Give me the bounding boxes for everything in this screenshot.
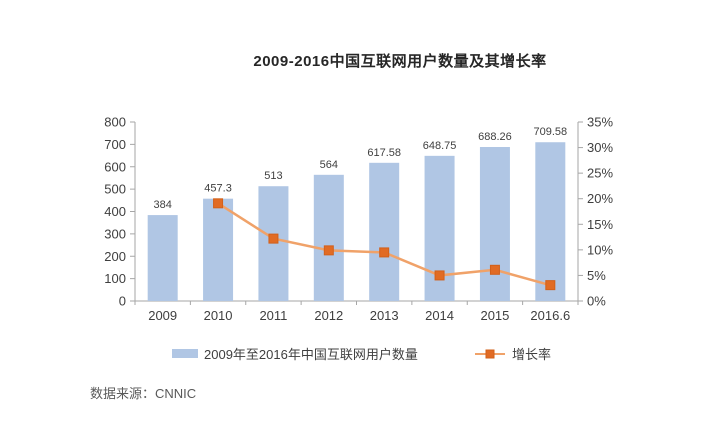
growth-rate-marker-2014 xyxy=(434,270,445,281)
bar-2010 xyxy=(203,198,234,301)
x-axis-category-label: 2016.6 xyxy=(530,308,570,323)
left-axis-tick-label: 700 xyxy=(104,137,126,152)
legend-item-users: 2009年至2016年中国互联网用户数量 xyxy=(172,344,418,363)
left-axis-tick-label: 800 xyxy=(104,115,126,130)
right-axis-tick-label: 15% xyxy=(587,217,613,232)
left-axis-tick-label: 200 xyxy=(104,249,126,264)
right-axis-tick-label: 10% xyxy=(587,242,613,257)
bar-value-label: 648.75 xyxy=(423,140,457,152)
left-axis-tick-label: 300 xyxy=(104,226,126,241)
growth-rate-marker-2010 xyxy=(213,198,224,209)
right-axis-tick-label: 25% xyxy=(587,166,613,181)
legend-label-growth-rate: 增长率 xyxy=(512,347,552,362)
x-axis-category-label: 2009 xyxy=(148,308,177,323)
bar-2012 xyxy=(313,174,344,301)
x-axis-category-label: 2011 xyxy=(259,308,287,323)
left-axis-tick-label: 400 xyxy=(104,204,126,219)
growth-rate-marker-2012 xyxy=(323,245,334,256)
bar-2016.6 xyxy=(535,142,566,301)
right-axis-tick-label: 5% xyxy=(587,268,606,283)
bar-2009 xyxy=(147,215,178,301)
bar-value-label: 617.58 xyxy=(367,147,401,159)
legend-bar-swatch xyxy=(172,349,198,358)
right-axis-tick-label: 35% xyxy=(587,115,613,130)
right-axis-tick-label: 0% xyxy=(587,294,606,309)
chart-title: 2009-2016中国互联网用户数量及其增长率 xyxy=(253,53,547,70)
bar-value-label: 384 xyxy=(154,199,172,211)
x-axis-category-label: 2015 xyxy=(480,308,509,323)
right-axis-tick-label: 20% xyxy=(587,191,613,206)
growth-rate-marker-2015 xyxy=(489,264,500,275)
legend-item-growth-rate: 增长率 xyxy=(474,344,551,363)
bar-value-label: 709.58 xyxy=(533,126,567,138)
growth-rate-marker-2016.6 xyxy=(545,280,556,291)
legend-line-marker-swatch xyxy=(475,349,505,358)
x-axis-category-label: 2014 xyxy=(425,308,454,323)
left-axis-tick-label: 100 xyxy=(104,271,126,286)
bar-value-label: 564 xyxy=(320,159,338,171)
left-axis-tick-label: 600 xyxy=(104,159,126,174)
bar-2011 xyxy=(258,186,289,301)
bar-value-label: 513 xyxy=(264,170,282,182)
bar-value-label: 688.26 xyxy=(478,131,512,143)
x-axis-category-label: 2010 xyxy=(204,308,233,323)
growth-rate-marker-2013 xyxy=(379,247,390,258)
legend-label-users: 2009年至2016年中国互联网用户数量 xyxy=(204,347,418,362)
x-axis-category-label: 2013 xyxy=(370,308,399,323)
right-axis-tick-label: 30% xyxy=(587,140,613,155)
data-source-note: 数据来源：CNNIC xyxy=(90,386,197,401)
bar-2015 xyxy=(479,147,510,301)
left-axis-tick-label: 500 xyxy=(104,182,126,197)
bar-value-label: 457.3 xyxy=(204,183,232,195)
x-axis-category-label: 2012 xyxy=(314,308,343,323)
left-axis-tick-label: 0 xyxy=(119,294,126,309)
bar-2013 xyxy=(369,162,400,301)
growth-rate-marker-2011 xyxy=(268,233,279,244)
